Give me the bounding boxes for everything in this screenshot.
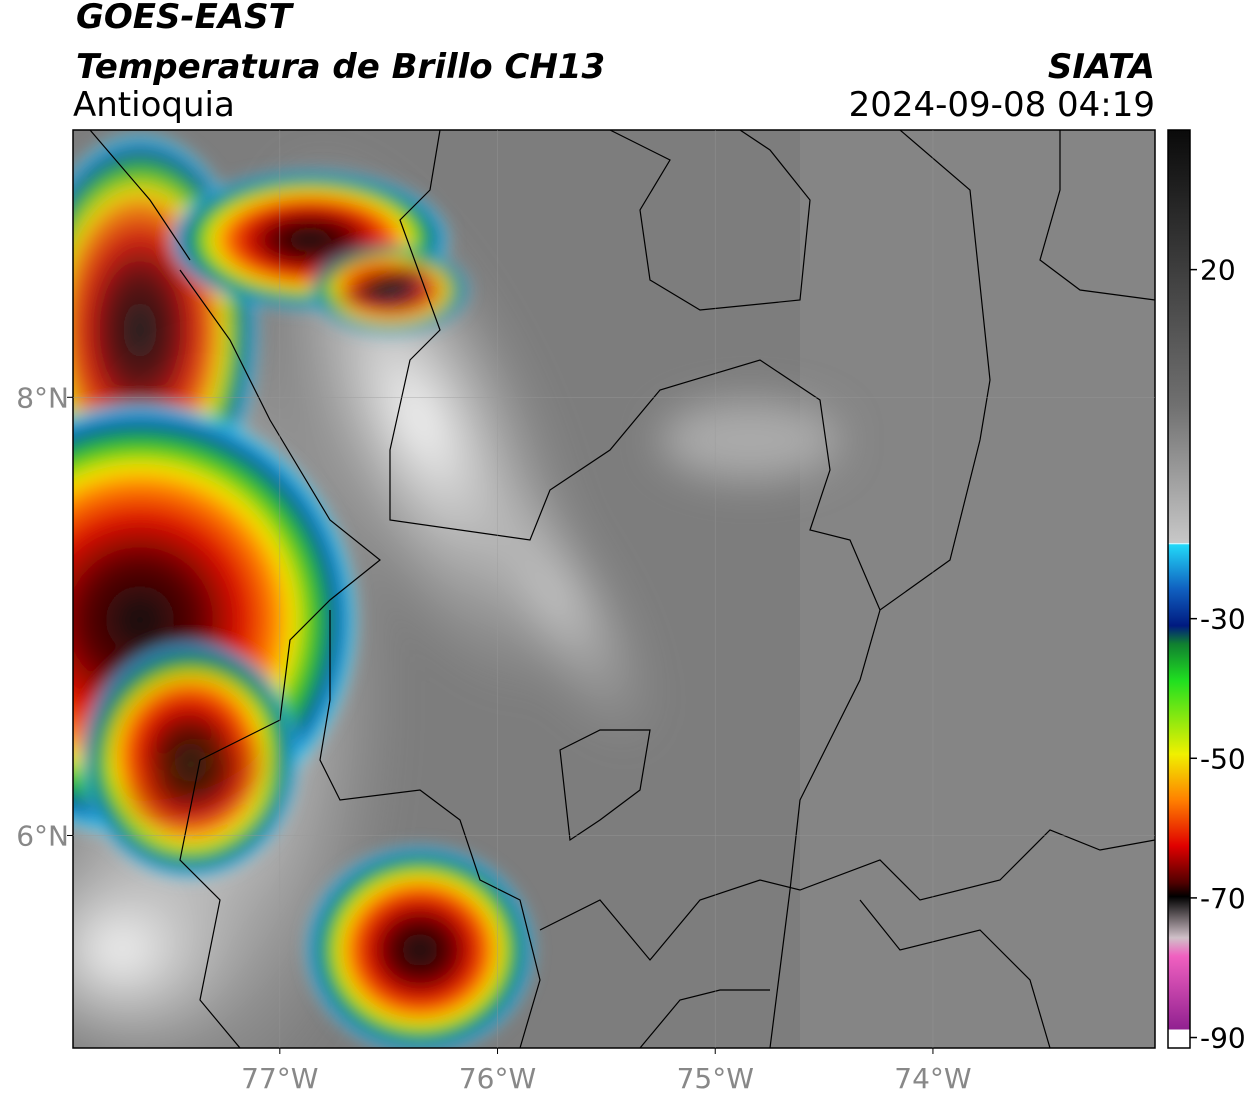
subtitle: Temperatura de Brillo CH13 — [76, 47, 605, 87]
colorbar — [1167, 129, 1191, 1049]
x-tick-label: 75°W — [677, 1062, 754, 1095]
x-tick-label: 76°W — [459, 1062, 536, 1095]
region: Antioquia — [73, 85, 235, 125]
y-tick-label: 8°N — [16, 381, 69, 414]
map-frame — [72, 129, 1156, 1049]
colorbar-tick-label: -90 — [1200, 1022, 1246, 1055]
y-tick-label: 6°N — [16, 819, 69, 852]
colorbar-tick-label: -70 — [1200, 882, 1246, 915]
satellite-image — [73, 130, 1155, 1048]
x-tick-label: 77°W — [241, 1062, 318, 1095]
colorbar-tick-label: -30 — [1200, 603, 1246, 636]
borders — [89, 130, 1155, 1048]
colorbar-tick-label: 20 — [1200, 254, 1236, 287]
title: GOES-EAST — [76, 0, 295, 37]
colorbar-tick-label: -50 — [1200, 742, 1246, 775]
x-tick-label: 74°W — [894, 1062, 971, 1095]
source: SIATA — [1048, 47, 1155, 87]
timestamp: 2024-09-08 04:19 — [849, 85, 1155, 125]
